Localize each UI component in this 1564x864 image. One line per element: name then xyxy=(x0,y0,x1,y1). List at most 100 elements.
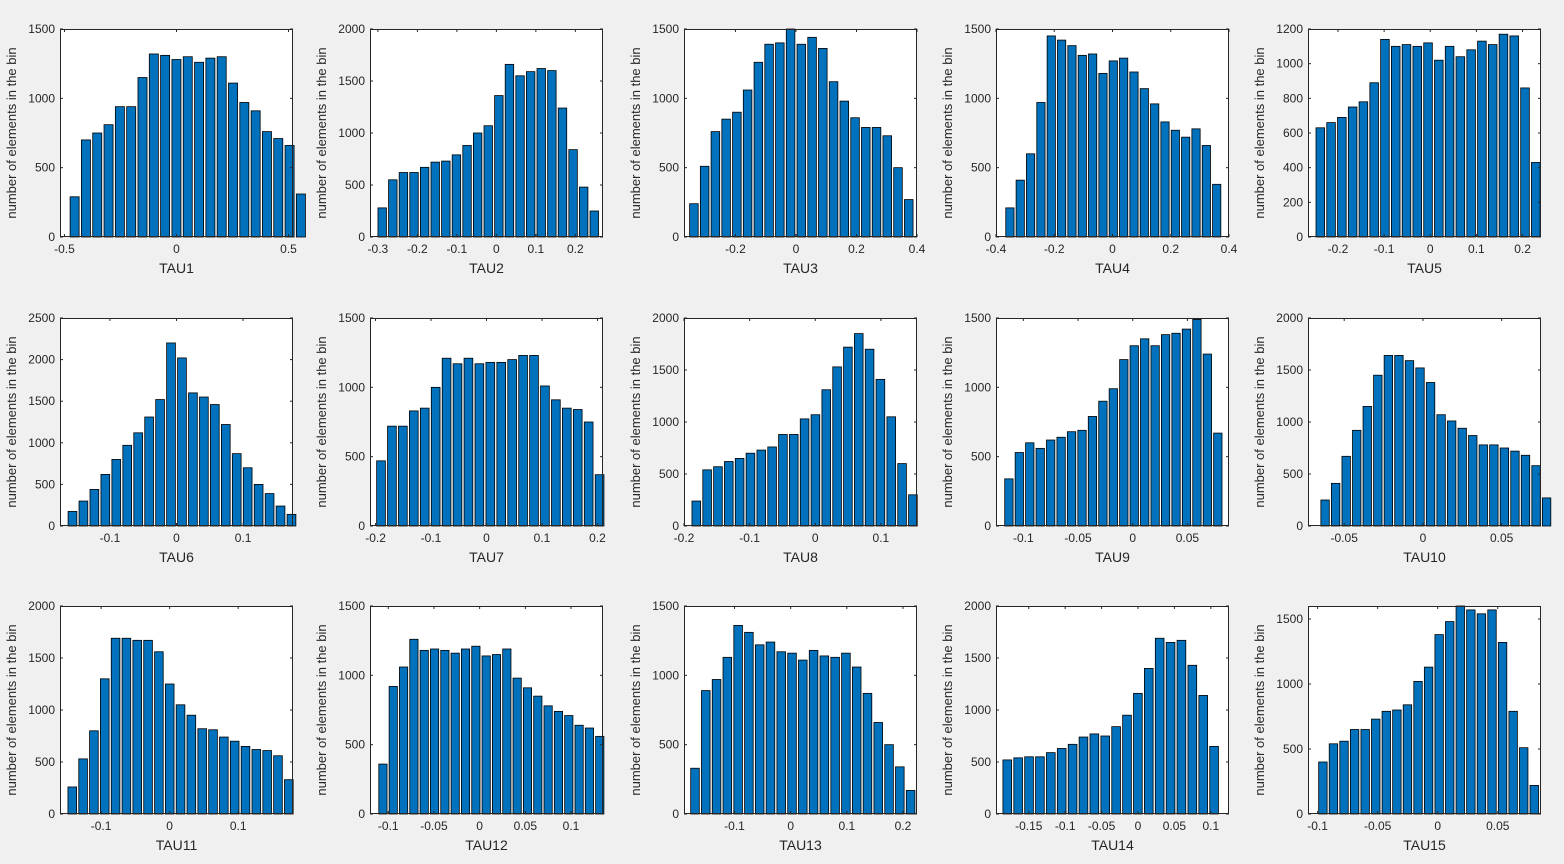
y-axis-label: number of elements in the bin xyxy=(314,47,329,218)
histogram-bar xyxy=(228,82,238,238)
x-axis-label: TAU14 xyxy=(1091,837,1134,853)
y-tick-label: 0 xyxy=(984,230,991,244)
histogram-bar xyxy=(1139,88,1149,238)
x-tick-label: -0.1 xyxy=(421,531,442,545)
subplot-tau6: -0.1 0 0.1 0 500 1000 1500 2000 2500 TAU6 number o… xyxy=(4,311,297,565)
y-tick-label: 1500 xyxy=(652,22,679,36)
histogram-bar xyxy=(377,207,387,238)
histogram-bar xyxy=(1036,102,1046,238)
histogram-bar xyxy=(1046,752,1056,815)
histogram-bar xyxy=(1005,207,1015,238)
x-tick-label: 0.2 xyxy=(848,242,865,256)
histogram-bar xyxy=(154,651,164,815)
x-tick-label: -0.05 xyxy=(1064,531,1092,545)
x-tick-label: -0.1 xyxy=(1307,819,1328,833)
histogram-bar xyxy=(286,513,297,527)
histogram-bar xyxy=(1519,747,1529,815)
histogram-bar xyxy=(1315,127,1326,238)
histogram-bar xyxy=(1531,465,1541,527)
histogram-bar xyxy=(1066,431,1077,527)
x-tick-label: -0.3 xyxy=(368,242,389,256)
histogram-bar xyxy=(441,160,451,238)
y-axis-label: number of elements in the bin xyxy=(940,336,955,507)
histogram-bar xyxy=(186,714,197,815)
histogram-bar xyxy=(799,418,810,527)
histogram-bar xyxy=(807,36,817,238)
histogram-bar xyxy=(789,434,799,527)
histogram-bar xyxy=(1531,162,1541,238)
histogram-bar xyxy=(171,59,182,238)
histogram-bar xyxy=(522,687,533,815)
axes-box xyxy=(996,318,1229,526)
x-axis-label: TAU8 xyxy=(783,549,818,565)
histogram-bar xyxy=(1154,637,1165,815)
histogram-bar xyxy=(1056,748,1067,815)
subplot-tau2: -0.3 -0.2 -0.1 0 0.1 0.2 0 500 1000 1500 2000 TAU2 n… xyxy=(314,22,603,276)
histogram-bar xyxy=(1171,332,1181,527)
histogram-bar xyxy=(110,637,121,815)
y-tick-label: 500 xyxy=(971,755,991,769)
x-tick-label: -0.2 xyxy=(1328,242,1349,256)
histogram-bar xyxy=(100,474,111,527)
x-tick-label: 0.05 xyxy=(1176,531,1200,545)
histogram-bar xyxy=(387,425,397,527)
histogram-bar xyxy=(164,683,175,815)
histogram-bar xyxy=(1046,35,1056,238)
histogram-bar xyxy=(67,786,78,815)
y-axis-label: number of elements in the bin xyxy=(4,336,19,507)
x-tick-label: 0.2 xyxy=(567,242,584,256)
histogram-bar xyxy=(536,68,546,238)
histogram-bar xyxy=(905,790,916,815)
y-tick-label: 2000 xyxy=(652,311,679,325)
histogram-bar xyxy=(543,705,553,815)
histogram-bar xyxy=(463,357,474,527)
y-tick-label: 1000 xyxy=(338,126,365,140)
histogram-bar xyxy=(273,138,284,238)
histogram-bar xyxy=(1401,44,1412,238)
x-tick-label: -0.1 xyxy=(100,531,121,545)
y-axis-label: number of elements in the bin xyxy=(628,336,643,507)
x-tick-label: -0.1 xyxy=(1013,531,1034,545)
x-tick-label: 0.2 xyxy=(589,531,606,545)
histogram-bar xyxy=(1088,53,1098,238)
y-tick-label: 500 xyxy=(35,477,55,491)
histogram-bar xyxy=(194,61,205,238)
histogram-bar xyxy=(702,469,712,527)
y-tick-label: 2000 xyxy=(964,599,991,613)
y-tick-label: 400 xyxy=(1283,161,1303,175)
histogram-bar xyxy=(1087,416,1098,527)
histogram-bar xyxy=(1499,447,1510,527)
y-axis-label: number of elements in the bin xyxy=(4,47,19,218)
x-axis-label: TAU9 xyxy=(1095,549,1130,565)
x-tick-label: 0 xyxy=(1129,531,1136,545)
histogram-bar xyxy=(100,678,110,815)
histogram-bar xyxy=(239,102,250,238)
histogram-bar xyxy=(507,359,517,527)
y-tick-label: 500 xyxy=(345,450,365,464)
histogram-bar xyxy=(851,666,862,815)
y-axis-label: number of elements in the bin xyxy=(314,624,329,795)
histogram-bar xyxy=(1455,56,1466,238)
histogram-bar xyxy=(819,655,830,815)
histogram-bar xyxy=(1077,54,1087,238)
histogram-bar xyxy=(502,648,512,815)
x-tick-label: 0 xyxy=(476,819,483,833)
histogram-bar xyxy=(1412,45,1422,238)
histogram-bar xyxy=(734,457,745,527)
x-tick-label: -0.1 xyxy=(724,819,745,833)
histogram-bar xyxy=(450,652,460,815)
histogram-bar xyxy=(460,648,471,815)
histogram-bar xyxy=(166,342,176,527)
histogram-bar xyxy=(89,730,99,815)
histogram-bar xyxy=(1089,733,1100,815)
x-tick-label: -0.1 xyxy=(1055,819,1076,833)
histogram-bar xyxy=(553,710,563,815)
histogram-bar xyxy=(810,414,821,527)
y-tick-label: 1000 xyxy=(1276,57,1303,71)
x-tick-label: -0.15 xyxy=(1015,819,1043,833)
histogram-bar xyxy=(1358,101,1369,238)
histogram-bar xyxy=(1392,709,1402,815)
histogram-bar xyxy=(1192,318,1202,527)
y-tick-label: 0 xyxy=(672,519,679,533)
histogram-bar xyxy=(796,43,807,238)
